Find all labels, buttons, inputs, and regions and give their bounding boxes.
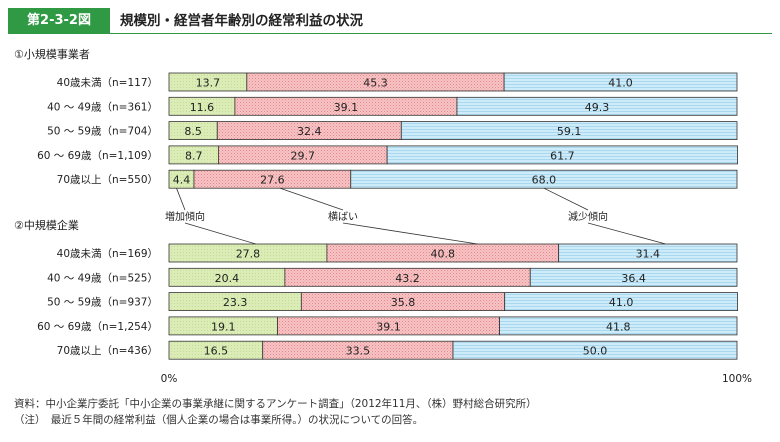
data-label: 50.0 — [583, 345, 608, 358]
data-label: 36.4 — [621, 272, 646, 285]
row-label: 40 ～ 49歳（n=361） — [47, 101, 158, 113]
legend-label: 横ばい — [328, 210, 358, 223]
data-label: 41.0 — [608, 77, 633, 90]
data-label: 35.8 — [391, 296, 416, 309]
data-label: 39.1 — [334, 101, 359, 114]
bar-segment-decrease — [400, 121, 738, 140]
bar-segment-decrease — [503, 72, 738, 92]
bar-segment-decrease — [529, 267, 738, 287]
bar-segment-decrease — [504, 292, 738, 312]
row-label: 50 ～ 59歳（n=704） — [47, 126, 158, 138]
data-label: 11.6 — [190, 101, 215, 114]
data-label: 68.0 — [532, 174, 557, 187]
bar-segment-decrease — [499, 316, 738, 336]
row-label: 70歳以上（n=436） — [57, 345, 158, 357]
legend-leader-line — [184, 222, 256, 245]
footnote: （注） 最近５年間の経常利益（個人企業の場合は事業所得。）の状況についての回答。 — [14, 414, 424, 426]
row-label: 40歳未満（n=117） — [57, 77, 158, 89]
data-label: 32.4 — [297, 125, 322, 138]
bar-segment-decrease — [558, 243, 738, 263]
legend-label: 増加傾向 — [165, 210, 205, 223]
legend-leader-line — [543, 187, 589, 211]
data-label: 27.6 — [260, 174, 285, 187]
legend-leader-line — [280, 187, 344, 211]
x-tick-label: 100% — [722, 373, 752, 385]
legend-leader-line — [342, 222, 478, 245]
data-label: 39.1 — [376, 320, 401, 333]
legend-leader-line — [587, 222, 666, 245]
panel-title: ①小規模事業者 — [14, 47, 90, 61]
legend-label: 減少傾向 — [568, 210, 608, 223]
data-label: 40.8 — [431, 248, 456, 261]
data-label: 8.7 — [185, 149, 203, 162]
data-label: 45.3 — [363, 77, 388, 90]
data-label: 33.5 — [346, 345, 371, 358]
data-label: 29.7 — [291, 149, 316, 162]
data-label: 16.5 — [204, 345, 229, 358]
data-label: 41.8 — [606, 320, 631, 333]
row-label: 40歳未満（n=169） — [57, 248, 158, 260]
data-label: 4.4 — [173, 174, 191, 187]
data-label: 59.1 — [557, 125, 582, 138]
data-label: 61.7 — [550, 149, 575, 162]
figure-notes: 資料：中小企業庁委託「中小企業の事業承継に関するアンケート調査」（2012年11… — [14, 396, 537, 428]
bar-segment-decrease — [386, 145, 738, 165]
x-tick-label: 0% — [161, 373, 178, 385]
row-label: 70歳以上（n=550） — [57, 174, 158, 186]
data-label: 19.1 — [211, 320, 236, 333]
data-label: 43.2 — [395, 272, 420, 285]
row-label: 50 ～ 59歳（n=937） — [47, 297, 158, 309]
figure-title: 規模別・経営者年齢別の経常利益の状況 — [120, 13, 363, 29]
row-label: 40 ～ 49歳（n=525） — [47, 272, 158, 284]
data-label: 31.4 — [636, 248, 661, 261]
panel-title: ②中規模企業 — [14, 218, 79, 232]
data-label: 20.4 — [215, 272, 240, 285]
row-label: 60 ～ 69歳（n=1,254） — [37, 321, 158, 333]
header-rule — [8, 33, 772, 34]
figure-number-badge: 第2-3-2図 — [8, 8, 110, 34]
data-label: 13.7 — [196, 77, 221, 90]
bar-segment-decrease — [452, 340, 738, 360]
row-label: 60 ～ 69歳（n=1,109） — [37, 150, 158, 162]
data-label: 27.8 — [236, 248, 261, 261]
bar-segment-decrease — [456, 96, 738, 116]
data-label: 8.5 — [184, 125, 202, 138]
figure-header: 第2-3-2図 規模別・経営者年齢別の経常利益の状況 — [8, 8, 772, 34]
data-label: 23.3 — [223, 296, 248, 309]
source-note: 資料：中小企業庁委託「中小企業の事業承継に関するアンケート調査」（2012年11… — [14, 398, 537, 410]
data-label: 41.0 — [609, 296, 634, 309]
legend-leader-line — [176, 188, 186, 211]
data-label: 49.3 — [585, 101, 610, 114]
